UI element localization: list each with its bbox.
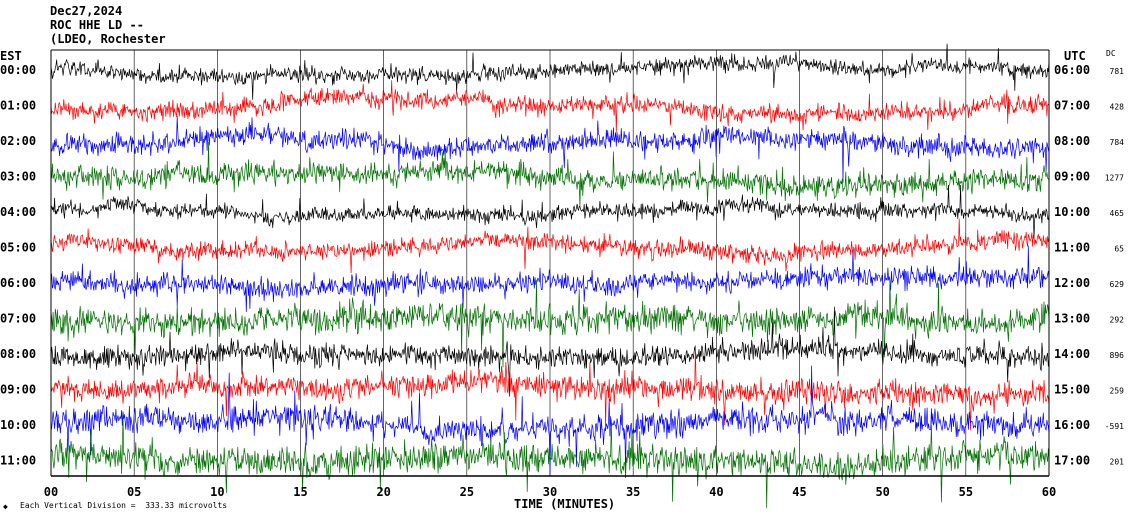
dc-offset-label: 292 xyxy=(1110,316,1125,325)
dc-offset-label: 1277 xyxy=(1105,174,1124,183)
dc-offset-label: 465 xyxy=(1110,209,1125,218)
x-tick-labels: 00 05 10 15 20 25 30 35 40 45 50 55 60 xyxy=(44,485,1056,499)
utc-hour-label: 14:00 xyxy=(1054,347,1090,361)
dc-header: DC xyxy=(1106,49,1116,58)
utc-hour-label: 13:00 xyxy=(1054,312,1090,326)
utc-hour-label: 08:00 xyxy=(1054,134,1090,148)
est-hour-label: 06:00 xyxy=(0,276,36,290)
dc-offset-label: 629 xyxy=(1110,280,1125,289)
x-tick-label: 55 xyxy=(959,485,973,499)
trace-row-0400 xyxy=(50,184,1050,239)
est-hour-label: 09:00 xyxy=(0,383,36,397)
dc-offset-label: 781 xyxy=(1110,67,1125,76)
x-tick-label: 40 xyxy=(709,485,723,499)
trace-row-0800 xyxy=(50,306,1050,397)
x-tick-label: 00 xyxy=(44,485,58,499)
utc-hour-label: 10:00 xyxy=(1054,205,1090,219)
trace-row-0200 xyxy=(50,116,1050,183)
x-tick-label: 20 xyxy=(376,485,390,499)
trace-row-0700 xyxy=(50,278,1050,368)
x-tick-label: 25 xyxy=(460,485,474,499)
utc-hour-label: 15:00 xyxy=(1054,383,1090,397)
utc-zone-label: UTC xyxy=(1064,49,1086,63)
utc-hour-label: 09:00 xyxy=(1054,170,1090,184)
utc-hour-label: 12:00 xyxy=(1054,276,1090,290)
est-hour-label: 03:00 xyxy=(0,170,36,184)
x-axis-title: TIME (MINUTES) xyxy=(514,497,616,511)
utc-hour-label: 06:00 xyxy=(1054,63,1090,77)
est-hour-label: 11:00 xyxy=(0,454,36,468)
est-hour-label: 04:00 xyxy=(0,205,36,219)
utc-hour-label: 11:00 xyxy=(1054,241,1090,255)
est-hour-label: 00:00 xyxy=(0,63,36,77)
dc-offset-label: 784 xyxy=(1110,138,1125,147)
header-location: (LDEO, Rochester xyxy=(50,32,166,46)
est-zone-label: EST xyxy=(0,49,22,63)
trace-row-0500 xyxy=(50,218,1050,274)
trace-row-0000 xyxy=(50,43,1050,100)
trace-row-0300 xyxy=(50,141,1050,208)
trace-row-0600 xyxy=(50,245,1050,313)
x-tick-label: 35 xyxy=(626,485,640,499)
utc-hour-label: 16:00 xyxy=(1054,418,1090,432)
x-tick-label: 05 xyxy=(127,485,141,499)
est-hour-label: 01:00 xyxy=(0,99,36,113)
dc-offset-label: 65 xyxy=(1114,245,1124,254)
dc-offset-label: 259 xyxy=(1110,387,1125,396)
trace-row-0100 xyxy=(50,80,1050,133)
trace-row-0900 xyxy=(50,345,1050,431)
dc-offset-label: 428 xyxy=(1110,103,1125,112)
x-tick-label: 45 xyxy=(792,485,806,499)
dc-offset-label: 201 xyxy=(1110,458,1125,467)
scale-footnote: Each Vertical Division = 333.33 microvol… xyxy=(20,501,228,510)
axes-frame xyxy=(50,49,1050,477)
est-hour-label: 10:00 xyxy=(0,418,36,432)
dc-offset-label: -591 xyxy=(1105,422,1124,431)
est-hour-label: 08:00 xyxy=(0,347,36,361)
dc-offset-label: 896 xyxy=(1110,351,1125,360)
header-date: Dec27,2024 xyxy=(50,4,123,18)
est-hour-label: 07:00 xyxy=(0,312,36,326)
utc-hour-label: 17:00 xyxy=(1054,454,1090,468)
x-tick-label: 10 xyxy=(210,485,224,499)
x-tick-label: 30 xyxy=(543,485,557,499)
time-grid xyxy=(133,50,967,476)
trace-row-1100 xyxy=(50,414,1050,509)
row-labels: 00:00 06:00 781 01:00 07:00 428 02:00 08:00 784 0… xyxy=(0,63,1124,468)
est-hour-label: 02:00 xyxy=(0,134,36,148)
utc-hour-label: 07:00 xyxy=(1054,99,1090,113)
seismic-traces xyxy=(50,43,1050,509)
x-tick-label: 60 xyxy=(1042,485,1056,499)
header-station: ROC HHE LD -- xyxy=(50,18,144,32)
x-tick-label: 15 xyxy=(293,485,307,499)
footer-marker: ◆ xyxy=(3,502,8,511)
est-hour-label: 05:00 xyxy=(0,241,36,255)
x-tick-label: 50 xyxy=(875,485,889,499)
